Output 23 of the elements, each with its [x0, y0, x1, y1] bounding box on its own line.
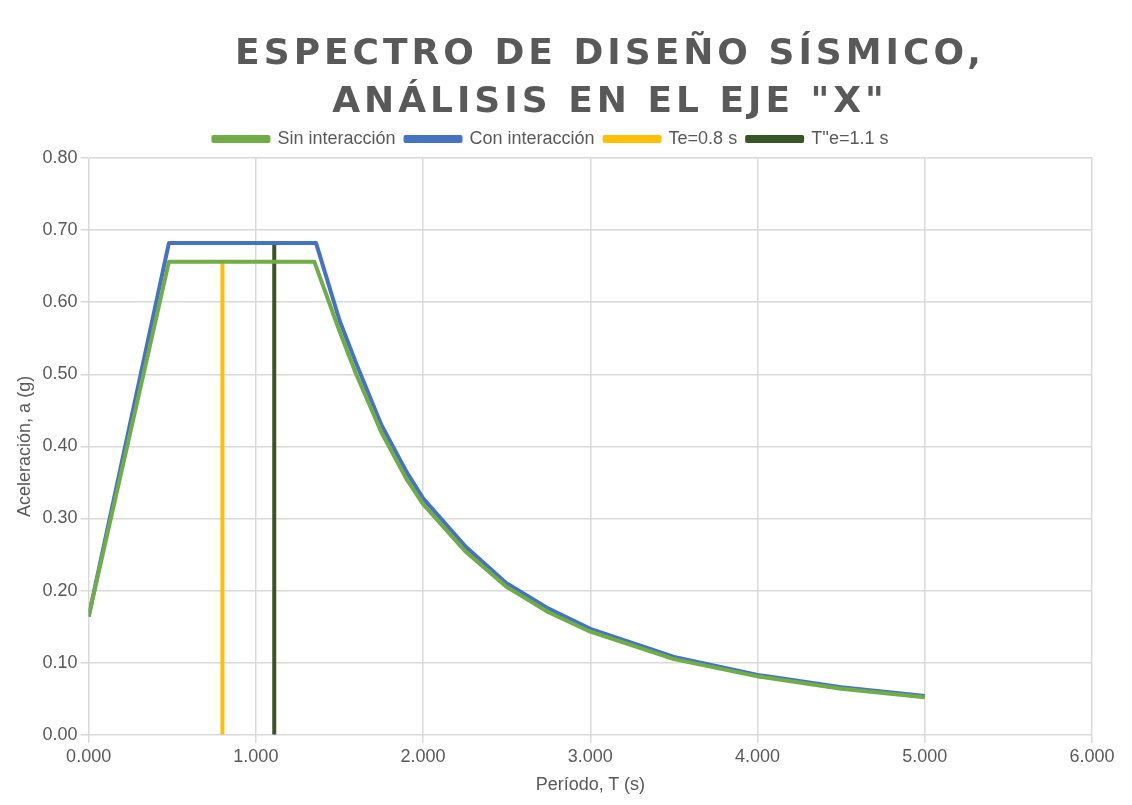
y-tick-label: 0.70 — [42, 219, 78, 240]
y-tick-label: 0.30 — [42, 507, 78, 528]
y-tick-label: 0.10 — [42, 651, 78, 672]
y-tick-label: 0.40 — [42, 435, 78, 456]
x-tick-label: 0.000 — [66, 745, 112, 766]
x-tick-label: 6.000 — [1069, 745, 1115, 766]
legend-label: Te=0.8 s — [668, 127, 738, 148]
y-tick-label: 0.00 — [42, 723, 78, 744]
x-tick-label: 5.000 — [902, 745, 948, 766]
x-tick-label: 1.000 — [233, 745, 279, 766]
legend-label: T''e=1.1 s — [811, 127, 889, 148]
y-tick-label: 0.50 — [42, 363, 78, 384]
y-tick-label: 0.60 — [42, 291, 78, 312]
legend-label: Con interacción — [469, 127, 595, 148]
x-tick-label: 2.000 — [400, 745, 446, 766]
chart-title: ESPECTRO DE DISEÑO SÍSMICO, ANÁLISIS EN EL EJE "X" — [234, 30, 986, 122]
x-tick-label: 3.000 — [567, 745, 613, 766]
y-tick-label: 0.80 — [42, 146, 78, 167]
x-axis-title: Período, T (s) — [535, 774, 646, 795]
x-tick-label: 4.000 — [735, 745, 781, 766]
y-tick-label: 0.20 — [42, 579, 78, 600]
legend-label: Sin interacción — [277, 127, 396, 148]
y-axis-title: Aceleración, a (g) — [13, 375, 34, 517]
